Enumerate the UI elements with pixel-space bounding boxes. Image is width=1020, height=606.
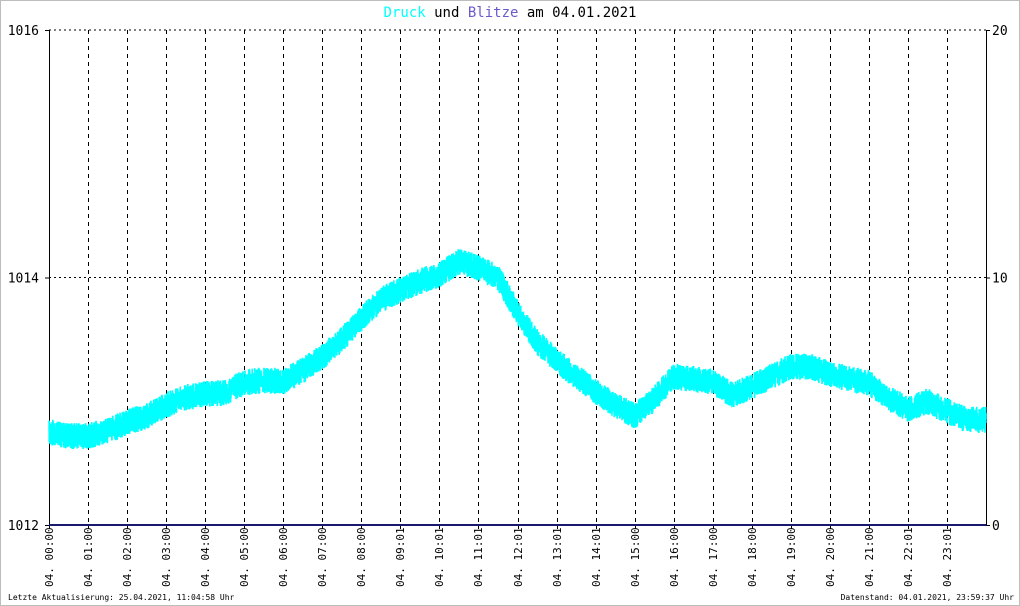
x-tick-label: 04. 02:00 <box>121 527 134 587</box>
x-tick-label: 04. 08:00 <box>355 527 368 587</box>
x-tick-label: 04. 14:01 <box>590 527 603 587</box>
x-tick-label: 04. 22:01 <box>902 527 915 587</box>
y-right-tick-label: 20 <box>992 24 1008 39</box>
x-tick-label: 04. 23:01 <box>941 527 954 587</box>
y-right-tick-label: 10 <box>992 272 1008 287</box>
x-tick-label: 04. 05:00 <box>238 527 251 587</box>
y-right-tick-label: 0 <box>992 519 1000 534</box>
x-tick-label: 04. 06:00 <box>277 527 290 587</box>
x-tick-label: 04. 00:00 <box>43 527 56 587</box>
x-tick-label: 04. 18:00 <box>746 527 759 587</box>
x-tick-label: 04. 11:01 <box>472 527 485 587</box>
title-druck: Druck <box>383 5 426 21</box>
x-tick-label: 04. 07:00 <box>316 527 329 587</box>
x-tick-label: 04. 19:00 <box>785 527 798 587</box>
x-tick-label: 04. 10:01 <box>433 527 446 587</box>
x-tick-label: 04. 21:00 <box>863 527 876 587</box>
x-tick-label: 04. 15:00 <box>629 527 642 587</box>
title-date: am 04.01.2021 <box>518 5 637 21</box>
x-tick-label: 04. 01:00 <box>82 527 95 587</box>
last-update-text: Letzte Aktualisierung: 25.04.2021, 11:04… <box>8 593 235 602</box>
chart-title: Druck und Blitze am 04.01.2021 <box>0 5 1020 21</box>
y-left-tick-label: 1014 <box>8 272 39 287</box>
y-left-tick-label: 1012 <box>8 519 39 534</box>
data-status-text: Datenstand: 04.01.2021, 23:59:37 Uhr <box>840 593 1014 602</box>
x-tick-label: 04. 09:01 <box>394 527 407 587</box>
x-tick-label: 04. 16:00 <box>668 527 681 587</box>
x-tick-label: 04. 12:01 <box>512 527 525 587</box>
title-blitze: Blitze <box>467 5 519 21</box>
title-und: und <box>425 5 468 21</box>
x-tick-label: 04. 17:00 <box>707 527 720 587</box>
x-tick-label: 04. 03:00 <box>160 527 173 587</box>
y-left-tick-label: 1016 <box>8 24 39 39</box>
druck-series-line <box>48 249 987 449</box>
x-tick-label: 04. 13:01 <box>551 527 564 587</box>
x-tick-label: 04. 20:00 <box>824 527 837 587</box>
x-tick-label: 04. 04:00 <box>199 527 212 587</box>
